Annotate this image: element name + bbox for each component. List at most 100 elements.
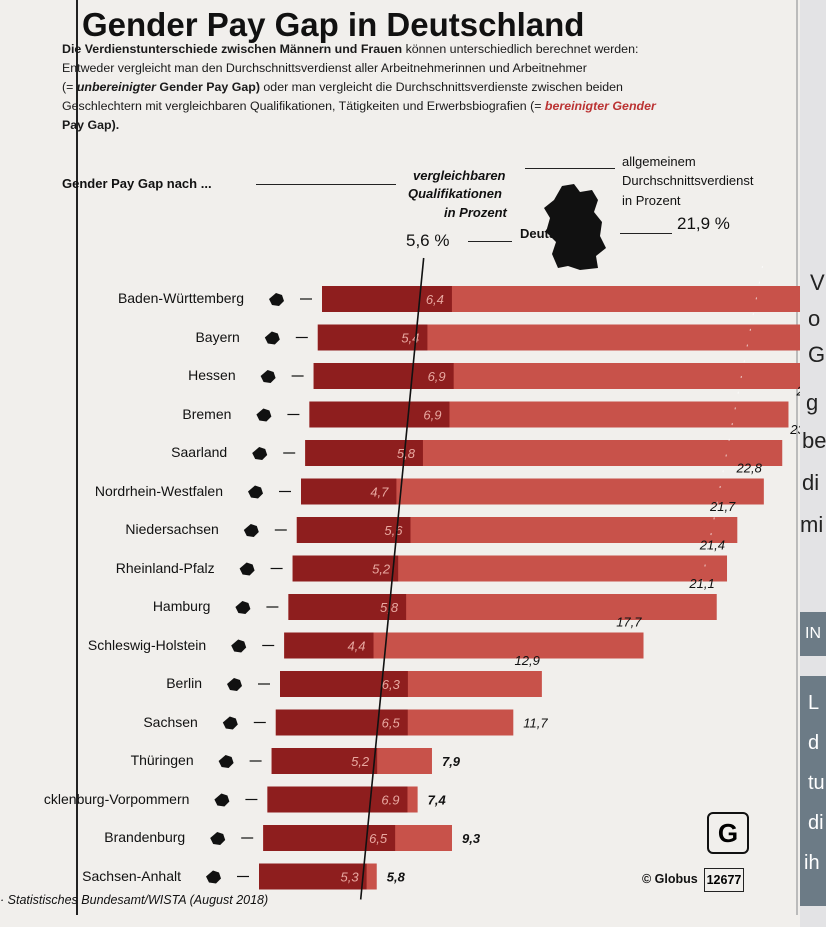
bar-bereinigt [313, 363, 454, 389]
bar-bereinigt [301, 478, 397, 505]
label-bereinigt: 4,7 [370, 485, 389, 500]
bar-bereinigt [322, 286, 452, 312]
state-shape-icon [227, 678, 242, 691]
side-text-2: G [808, 342, 826, 367]
state-shape-icon [260, 370, 276, 383]
bar-bereinigt [271, 748, 378, 774]
label-bereinigt: 5,8 [397, 446, 416, 461]
state-shape-icon [269, 293, 284, 306]
header-allgemeinem: allgemeinem [622, 154, 696, 169]
header-line-left [256, 184, 396, 185]
infographic-frame [76, 0, 798, 915]
header-durchschnitt: Durchschnittsverdienst [622, 173, 754, 188]
reference-line-bereinigt [359, 257, 425, 900]
state-shape-icon [264, 331, 280, 345]
side-text-10: tu [808, 772, 825, 794]
state-label: Schleswig-Holstein [87, 636, 207, 653]
header-qualifikationen: Qualifikationen [408, 186, 502, 201]
side-text-4: be [802, 428, 826, 453]
label-bereinigt: 6,3 [382, 677, 401, 692]
state-label: Berlin [166, 675, 202, 691]
bar-bereinigt [259, 863, 367, 890]
bar-bereinigt [309, 401, 450, 428]
side-text-9: d [808, 732, 820, 754]
bar-bereinigt [317, 324, 428, 351]
label-bereinigt: 6,5 [382, 716, 401, 731]
intro-line3-bold: Gender Pay Gap) [155, 80, 260, 94]
label-unbereinigt: 7,4 [428, 793, 447, 808]
globus-credit: © Globus [642, 872, 698, 886]
side-page-strip: V o G g be di mi IN L d tu di ih [800, 0, 826, 927]
state-shape-icon [206, 870, 221, 884]
bars: 6,426,85,424,46,924,26,923,65,823,54,722… [206, 286, 826, 890]
label-bereinigt: 5,2 [372, 562, 391, 577]
bar-bereinigt [263, 825, 396, 851]
intro-line1-bold: Die Verdienstunterschiede zwischen Männe… [62, 42, 403, 56]
state-shape-icon [218, 755, 234, 768]
state-label: Brandenburg [104, 829, 186, 845]
germany-map-icon [544, 184, 606, 270]
label-bereinigt: 5,2 [351, 754, 370, 769]
state-shape-icon [248, 485, 263, 499]
label-unbereinigt: 21,4 [699, 538, 725, 553]
state-label: Hessen [188, 367, 236, 383]
header-vergleichbaren: vergleichbaren [413, 168, 506, 183]
intro-line4: Geschlechtern mit vergleichbaren Qualifi… [62, 99, 545, 113]
side-panel: L d tu di ih [800, 676, 826, 906]
state-label: Rheinland-Pfalz [115, 559, 215, 576]
side-text-1: o [808, 306, 821, 331]
label-bereinigt: 6,4 [426, 292, 444, 307]
label-bereinigt: 4,4 [347, 639, 365, 654]
side-text-3: g [806, 390, 819, 415]
state-shape-icon [231, 639, 247, 653]
intro-line3-rest: oder man vergleicht die Durchschnittsver… [259, 80, 623, 94]
source-note: · Statistisches Bundesamt/WISTA (August … [0, 893, 269, 907]
state-shape-icon [252, 447, 268, 460]
state-shape-icon [256, 408, 272, 422]
state-label: Bremen [182, 405, 232, 422]
label-bereinigt: 6.9 [381, 793, 399, 808]
label-bereinigt: 6,5 [369, 831, 388, 846]
side-text-5: di [802, 470, 820, 495]
bar-bereinigt [275, 709, 408, 736]
state-shape-icon [243, 524, 259, 537]
de-line-left [468, 241, 512, 242]
label-bereinigt: 5,3 [341, 870, 360, 885]
bar-bereinigt [267, 786, 408, 813]
label-unbereinigt: 21,1 [688, 576, 714, 591]
header-line-right [525, 168, 615, 169]
intro-line3-open: (= [62, 80, 77, 94]
label-bereinigt: 6,9 [423, 408, 441, 423]
state-shape-icon [210, 832, 226, 845]
state-shape-icon [235, 601, 251, 614]
label-bereinigt: 5,6 [384, 523, 403, 538]
label-unbereinigt: 9,3 [462, 831, 481, 846]
bar-bereinigt [280, 671, 408, 697]
side-tab-in[interactable]: IN [800, 612, 826, 656]
globus-number: 12677 [704, 868, 744, 892]
label-unbereinigt: 7,9 [442, 754, 461, 769]
label-unbereinigt: 11,7 [523, 716, 548, 731]
label-unbereinigt: 17,7 [616, 615, 642, 630]
state-label: Thüringen [130, 752, 194, 768]
label-unbereinigt: 22,8 [736, 461, 763, 476]
bar-bereinigt [292, 555, 399, 582]
bar-bereinigt [288, 594, 407, 620]
state-label: Sachsen [143, 713, 198, 730]
state-shape-icon [239, 562, 255, 576]
state-shape-icon [222, 716, 238, 730]
intro-line5: Pay Gap). [62, 118, 120, 132]
state-shape-icon [214, 793, 230, 807]
label-bereinigt: 6,9 [428, 369, 446, 384]
bar-bereinigt [296, 517, 411, 543]
state-label: Saarland [171, 444, 228, 460]
intro-line4-tail: Gender [608, 99, 656, 113]
state-label: Baden-Württemberg [117, 290, 244, 306]
side-text-0: V [810, 270, 825, 295]
state-label: cklenburg-Vorpommern [43, 790, 190, 807]
globus-logo: G [707, 812, 749, 854]
intro-line2: Entweder vergleicht man den Durchschnitt… [62, 61, 587, 75]
state-label: Nordrhein-Westfalen [94, 482, 223, 499]
label-unbereinigt: 12,9 [515, 653, 540, 668]
